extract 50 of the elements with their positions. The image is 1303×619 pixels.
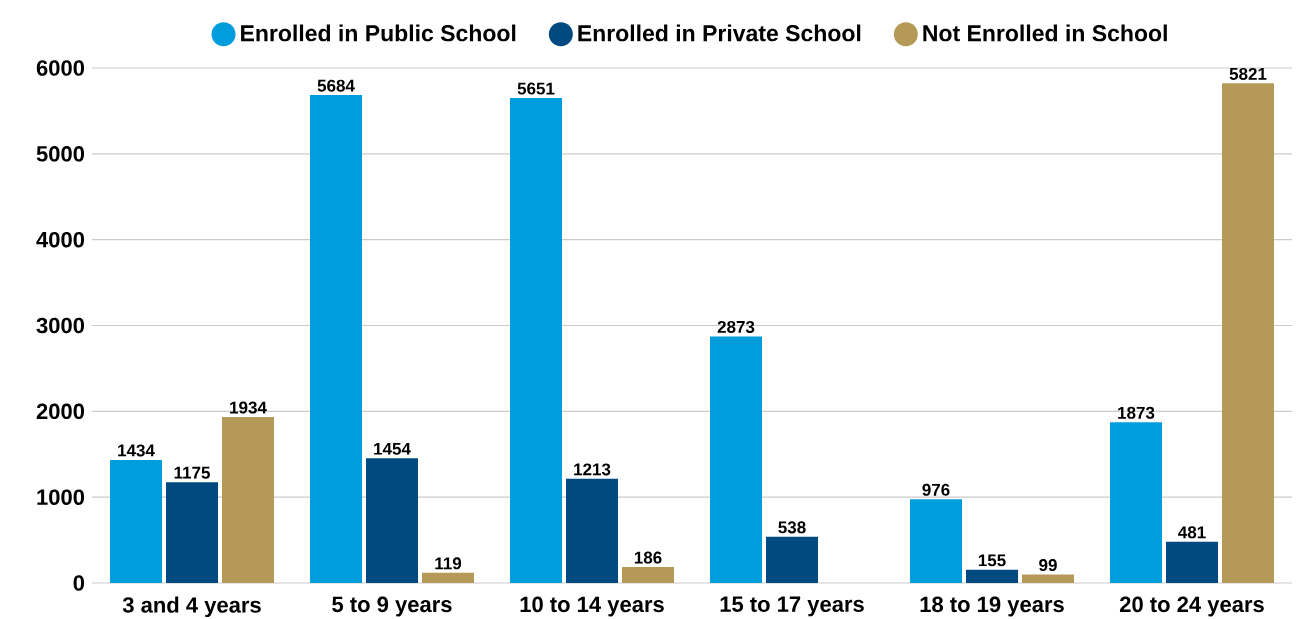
data-label: 976 xyxy=(922,483,950,496)
bar xyxy=(766,536,818,583)
data-label: 1934 xyxy=(230,401,267,414)
x-tick-label: 18 to 19 years xyxy=(920,596,1064,617)
bar xyxy=(1022,574,1074,583)
legend-label: Enrolled in Public School xyxy=(241,24,516,42)
y-tick-label: 4000 xyxy=(36,231,85,248)
bar xyxy=(222,416,274,583)
y-tick-label: 5000 xyxy=(36,146,85,162)
bar xyxy=(1110,422,1162,583)
y-tick-label: 2000 xyxy=(36,403,85,420)
data-label: 481 xyxy=(1178,526,1206,539)
data-label: 1454 xyxy=(374,442,411,455)
bar xyxy=(966,569,1019,583)
data-label: 2873 xyxy=(717,320,755,333)
data-label: 5651 xyxy=(517,82,555,95)
bar xyxy=(1166,541,1219,583)
legend-label: Enrolled in Private School xyxy=(578,24,861,42)
data-label: 119 xyxy=(435,557,462,570)
data-label: 1873 xyxy=(1118,406,1155,419)
x-tick-label: 20 to 24 years xyxy=(1119,596,1264,617)
bar xyxy=(310,95,363,583)
bar xyxy=(166,482,218,583)
data-label: 538 xyxy=(778,521,806,534)
legend-label: Not Enrolled in School xyxy=(923,24,1167,42)
y-tick-label: 0 xyxy=(73,575,85,591)
data-label: 186 xyxy=(634,551,662,564)
bar xyxy=(366,458,419,583)
bar xyxy=(710,336,763,583)
data-label: 1175 xyxy=(174,466,210,479)
bar xyxy=(110,459,163,583)
x-tick-label: 5 to 9 years xyxy=(332,596,452,617)
bar xyxy=(622,567,675,583)
x-tick-label: 3 and 4 years xyxy=(122,596,261,618)
y-tick-label: 3000 xyxy=(36,317,85,334)
data-label: 99 xyxy=(1039,559,1057,572)
data-label: 5821 xyxy=(1229,67,1267,80)
bar xyxy=(910,499,963,583)
bar xyxy=(422,572,474,583)
data-label: 5684 xyxy=(317,79,355,92)
data-label: 155 xyxy=(978,554,1006,567)
x-tick-label: 15 to 17 years xyxy=(720,596,864,617)
bar xyxy=(510,97,562,583)
bar xyxy=(566,478,619,583)
y-tick-label: 1000 xyxy=(37,489,85,505)
x-tick-label: 10 to 14 years xyxy=(520,596,664,617)
data-label: 1213 xyxy=(574,463,611,476)
data-label: 1434 xyxy=(118,444,155,457)
bar xyxy=(1222,83,1275,583)
y-tick-label: 6000 xyxy=(36,60,85,76)
